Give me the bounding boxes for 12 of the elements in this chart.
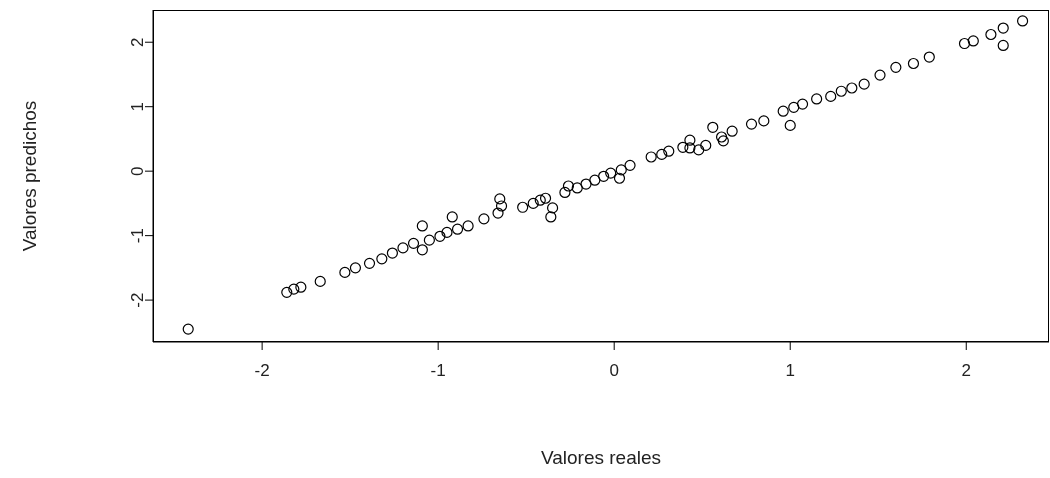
x-axis-title: Valores reales xyxy=(540,447,662,468)
y-axis-title: Valores predichos xyxy=(19,100,40,252)
x-tick-label: 2 xyxy=(961,361,971,381)
y-tick-label: 0 xyxy=(128,166,147,176)
y-tick-label: 2 xyxy=(128,37,147,47)
x-tick-label: -2 xyxy=(254,361,270,381)
y-tick-label: -1 xyxy=(128,228,147,244)
y-tick-label: 1 xyxy=(128,101,147,112)
x-tick-label: 1 xyxy=(785,361,795,381)
y-tick-label: -2 xyxy=(128,292,147,308)
x-tick-label: 0 xyxy=(609,361,619,381)
x-tick-label: -1 xyxy=(430,361,446,381)
